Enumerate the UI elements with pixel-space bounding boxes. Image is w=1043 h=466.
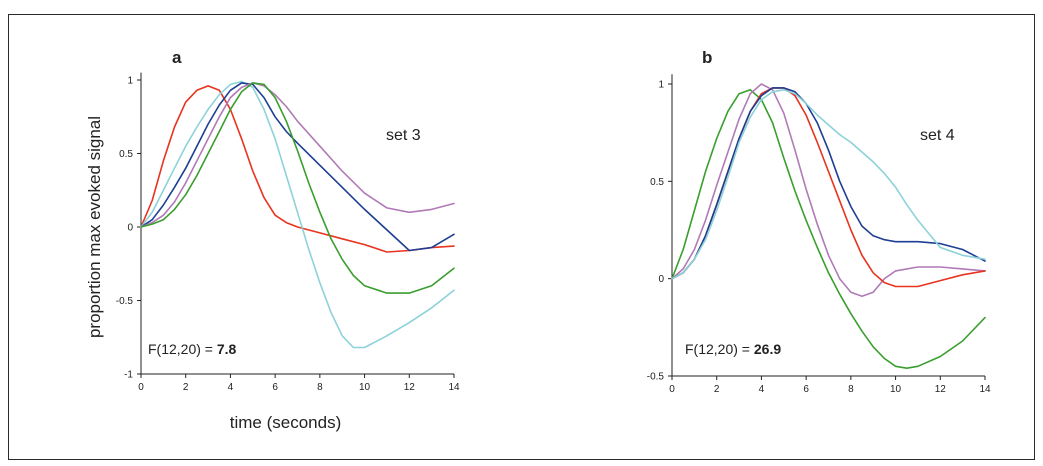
f-statistic-label: F(12,20) =: [685, 341, 754, 357]
x-tick-label: 14: [979, 384, 991, 395]
y-tick-label: -1: [124, 370, 133, 381]
x-tick-label: 2: [714, 384, 720, 395]
series-line: [140, 82, 455, 228]
panel-letter: b: [702, 48, 712, 67]
series-line: [671, 89, 986, 280]
x-tick-label: 0: [138, 382, 144, 393]
f-statistic-value: 7.8: [217, 341, 237, 357]
y-tick-label: 0.5: [119, 149, 133, 160]
y-tick-label: 0.5: [650, 177, 664, 188]
chart-panel-a: 0 2 4 6 8 10 12 14 -1 -0.5 0 0.5 1 time (seconds) prop…: [85, 48, 460, 432]
x-tick-label: 6: [803, 384, 809, 395]
f-statistic: F(12,20) = 7.8: [148, 341, 237, 357]
series-line: [671, 87, 986, 280]
x-tick-label: 6: [272, 382, 278, 393]
x-tick-label: 12: [935, 384, 947, 395]
x-tick-label: 10: [890, 384, 902, 395]
series-line: [671, 83, 986, 297]
x-tick-label: 2: [183, 382, 189, 393]
f-statistic-value: 26.9: [754, 341, 781, 357]
x-tick-label: 8: [848, 384, 854, 395]
figure-frame: [8, 14, 1035, 460]
y-tick-label: 1: [658, 80, 664, 91]
y-tick-label: -0.5: [116, 296, 134, 307]
chart-panel-b: 0 2 4 6 8 10 12 14 -0.5 0 0.5 1 b set 4 F(12,20) = 26.…: [647, 48, 991, 395]
series-line: [671, 89, 986, 369]
x-tick-label: 12: [404, 382, 416, 393]
x-tick-label: 4: [759, 384, 765, 395]
y-tick-label: 1: [127, 76, 133, 87]
series-line: [140, 82, 455, 294]
y-tick-label: 0: [127, 223, 133, 234]
series-line: [140, 85, 455, 253]
x-tick-label: 10: [359, 382, 371, 393]
x-axis-label: time (seconds): [230, 413, 341, 432]
f-statistic-label: F(12,20) =: [148, 341, 217, 357]
series-line: [140, 80, 455, 349]
x-tick-label: 0: [669, 384, 675, 395]
y-axis-label: proportion max evoked signal: [85, 116, 104, 338]
f-statistic: F(12,20) = 26.9: [685, 341, 781, 357]
series-line: [140, 82, 455, 252]
y-tick-label: -0.5: [647, 372, 665, 383]
x-tick-label: 4: [228, 382, 234, 393]
set-annotation: set 4: [920, 127, 955, 144]
panel-letter: a: [172, 48, 182, 67]
set-annotation: set 3: [386, 127, 421, 144]
y-tick-label: 0: [658, 274, 664, 285]
x-tick-label: 8: [317, 382, 323, 393]
x-tick-label: 14: [448, 382, 460, 393]
